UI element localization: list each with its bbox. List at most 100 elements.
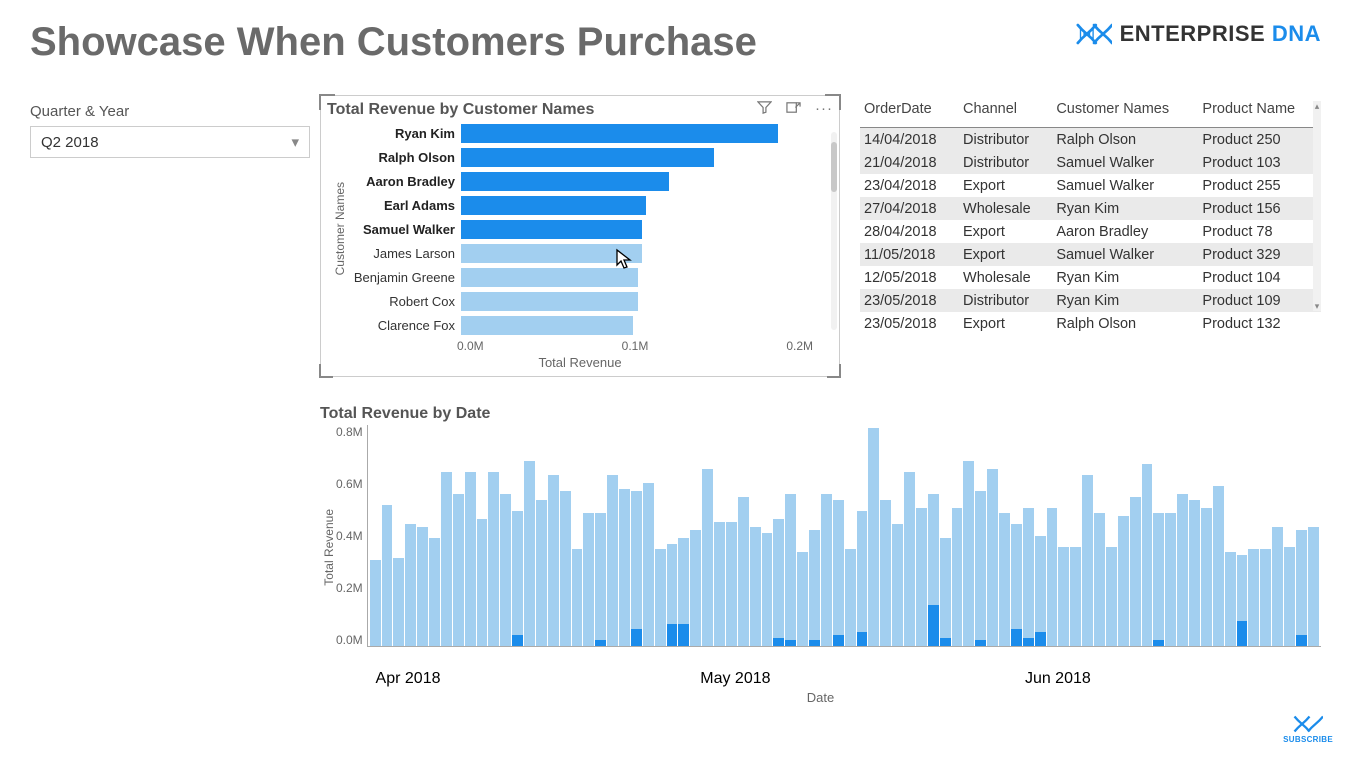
column-bar[interactable]: [500, 425, 511, 646]
column-bar[interactable]: [1142, 425, 1153, 646]
scroll-down-icon[interactable]: ▾: [1313, 301, 1321, 311]
column-bar[interactable]: [1106, 425, 1117, 646]
column-bar[interactable]: [1070, 425, 1081, 646]
table-row[interactable]: 21/04/2018DistributorSamuel WalkerProduc…: [860, 151, 1321, 174]
table-row[interactable]: 11/05/2018ExportSamuel WalkerProduct 329: [860, 243, 1321, 266]
column-bar[interactable]: [1248, 425, 1259, 646]
column-bar[interactable]: [904, 425, 915, 646]
column-bar[interactable]: [857, 425, 868, 646]
table-header[interactable]: Customer Names: [1052, 95, 1198, 128]
scrollbar-thumb[interactable]: [831, 142, 837, 192]
column-bar[interactable]: [548, 425, 559, 646]
column-bar[interactable]: [429, 425, 440, 646]
table-header[interactable]: Product Name: [1198, 95, 1321, 128]
column-bar[interactable]: [963, 425, 974, 646]
more-options-icon[interactable]: ···: [815, 100, 833, 119]
column-bar[interactable]: [1011, 425, 1022, 646]
column-bar[interactable]: [690, 425, 701, 646]
bar-fill[interactable]: [461, 292, 638, 311]
column-bar[interactable]: [631, 425, 642, 646]
column-bar[interactable]: [809, 425, 820, 646]
scroll-up-icon[interactable]: ▴: [1313, 101, 1321, 111]
bar-chart-scrollbar[interactable]: [831, 132, 837, 330]
column-bar[interactable]: [465, 425, 476, 646]
bar-row[interactable]: Ryan Kim: [349, 121, 823, 145]
column-bar[interactable]: [1035, 425, 1046, 646]
column-bar[interactable]: [607, 425, 618, 646]
bar-row[interactable]: Aaron Bradley: [349, 169, 823, 193]
column-bar[interactable]: [1177, 425, 1188, 646]
column-bar[interactable]: [453, 425, 464, 646]
column-bar[interactable]: [797, 425, 808, 646]
bar-row[interactable]: Clarence Fox: [349, 313, 823, 337]
bar-row[interactable]: Ralph Olson: [349, 145, 823, 169]
table-row[interactable]: 23/05/2018ExportRalph OlsonProduct 132: [860, 312, 1321, 335]
subscribe-badge[interactable]: SUBSCRIBE: [1283, 713, 1333, 744]
table-row[interactable]: 23/04/2018ExportSamuel WalkerProduct 255: [860, 174, 1321, 197]
column-bar[interactable]: [928, 425, 939, 646]
column-bar[interactable]: [1272, 425, 1283, 646]
bar-row[interactable]: Samuel Walker: [349, 217, 823, 241]
column-bar[interactable]: [382, 425, 393, 646]
bar-fill[interactable]: [461, 316, 633, 335]
table-row[interactable]: 12/05/2018WholesaleRyan KimProduct 104: [860, 266, 1321, 289]
column-bar[interactable]: [477, 425, 488, 646]
bar-row[interactable]: Earl Adams: [349, 193, 823, 217]
column-bar[interactable]: [1308, 425, 1319, 646]
column-bar[interactable]: [714, 425, 725, 646]
bar-fill[interactable]: [461, 124, 778, 143]
bar-row[interactable]: James Larson: [349, 241, 823, 265]
column-bar[interactable]: [583, 425, 594, 646]
column-bar[interactable]: [1153, 425, 1164, 646]
column-bar[interactable]: [785, 425, 796, 646]
column-bar[interactable]: [845, 425, 856, 646]
focus-mode-icon[interactable]: [786, 100, 801, 119]
bar-fill[interactable]: [461, 244, 642, 263]
column-bar[interactable]: [595, 425, 606, 646]
quarter-year-dropdown[interactable]: Q2 2018 ▾: [30, 126, 310, 158]
bar-row[interactable]: Robert Cox: [349, 289, 823, 313]
column-bar[interactable]: [678, 425, 689, 646]
table-row[interactable]: 28/04/2018ExportAaron BradleyProduct 78: [860, 220, 1321, 243]
column-bar[interactable]: [762, 425, 773, 646]
column-bar[interactable]: [1260, 425, 1271, 646]
column-bar[interactable]: [1284, 425, 1295, 646]
column-bar[interactable]: [417, 425, 428, 646]
column-bar[interactable]: [488, 425, 499, 646]
bar-fill[interactable]: [461, 268, 638, 287]
column-bar[interactable]: [441, 425, 452, 646]
column-bar[interactable]: [572, 425, 583, 646]
column-bar[interactable]: [702, 425, 713, 646]
bar-row[interactable]: Benjamin Greene: [349, 265, 823, 289]
column-bar[interactable]: [952, 425, 963, 646]
column-bar[interactable]: [619, 425, 630, 646]
column-bar[interactable]: [667, 425, 678, 646]
table-row[interactable]: 23/05/2018DistributorRyan KimProduct 109: [860, 289, 1321, 312]
column-bar[interactable]: [1023, 425, 1034, 646]
column-bar[interactable]: [738, 425, 749, 646]
column-bar[interactable]: [833, 425, 844, 646]
bar-fill[interactable]: [461, 172, 669, 191]
column-bar[interactable]: [750, 425, 761, 646]
column-bar[interactable]: [512, 425, 523, 646]
column-bar[interactable]: [726, 425, 737, 646]
table-header[interactable]: Channel: [959, 95, 1052, 128]
bar-fill[interactable]: [461, 148, 714, 167]
column-bar[interactable]: [916, 425, 927, 646]
table-header[interactable]: OrderDate: [860, 95, 959, 128]
column-chart-visual[interactable]: Total Revenue by Date Total Revenue 0.8M…: [320, 387, 1321, 705]
bar-chart-visual[interactable]: Total Revenue by Customer Names ··· Cust…: [320, 95, 840, 377]
column-bar[interactable]: [524, 425, 535, 646]
column-bar[interactable]: [1047, 425, 1058, 646]
column-bar[interactable]: [370, 425, 381, 646]
column-bar[interactable]: [1225, 425, 1236, 646]
column-bar[interactable]: [1094, 425, 1105, 646]
column-bar[interactable]: [1237, 425, 1248, 646]
bar-fill[interactable]: [461, 196, 646, 215]
column-bar[interactable]: [1118, 425, 1129, 646]
column-bar[interactable]: [1058, 425, 1069, 646]
column-bar[interactable]: [892, 425, 903, 646]
column-bar[interactable]: [999, 425, 1010, 646]
order-table[interactable]: OrderDateChannelCustomer NamesProduct Na…: [850, 95, 1321, 377]
column-bar[interactable]: [393, 425, 404, 646]
